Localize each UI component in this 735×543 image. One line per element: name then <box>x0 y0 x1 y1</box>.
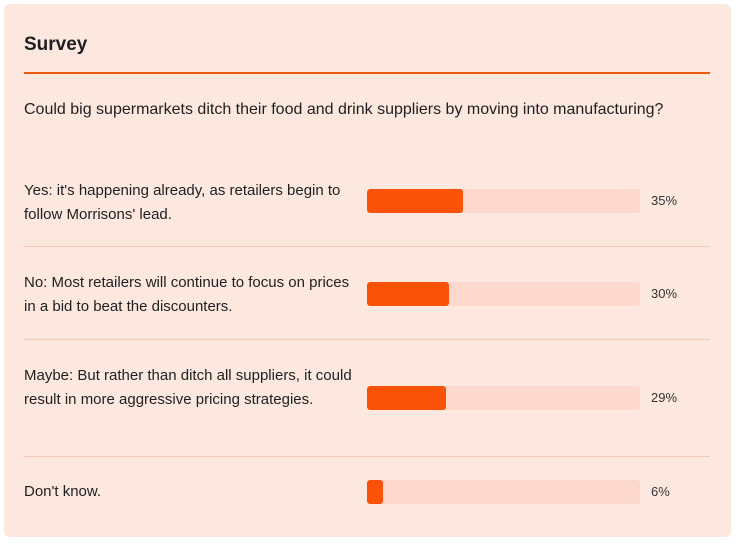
option-divider <box>24 456 710 457</box>
result-bar-fill <box>367 189 463 213</box>
option-label: Maybe: But rather than ditch all supplie… <box>24 367 352 408</box>
survey-question: Could big supermarkets ditch their food … <box>24 101 664 118</box>
option-divider <box>24 339 710 340</box>
result-bar-track <box>367 480 640 504</box>
result-bar-track <box>367 189 640 213</box>
result-percent: 6% <box>651 484 670 499</box>
option-label: Don't know. <box>24 483 102 500</box>
survey-title: Survey <box>24 34 88 55</box>
result-percent: 35% <box>651 193 678 208</box>
result-percent: 30% <box>651 286 678 301</box>
result-percent: 29% <box>651 390 678 405</box>
option-divider <box>24 246 710 247</box>
survey-card: Survey Could big supermarkets ditch thei… <box>4 4 731 537</box>
survey-option-no[interactable]: No: Most retailers will continue to focu… <box>24 271 710 319</box>
result-bar-track <box>367 282 640 306</box>
result-bar-fill <box>367 386 447 410</box>
option-label: Yes: it's happening already, as retailer… <box>24 182 341 223</box>
survey-option-yes[interactable]: Yes: it's happening already, as retailer… <box>24 179 710 227</box>
option-label: No: Most retailers will continue to focu… <box>24 274 350 315</box>
result-bar-track <box>367 386 640 410</box>
survey-option-dont-know[interactable]: Don't know. 6% <box>24 480 710 504</box>
result-bar-fill <box>367 282 449 306</box>
title-divider <box>24 72 710 74</box>
survey-option-maybe[interactable]: Maybe: But rather than ditch all supplie… <box>24 364 710 436</box>
result-bar-fill <box>367 480 384 504</box>
